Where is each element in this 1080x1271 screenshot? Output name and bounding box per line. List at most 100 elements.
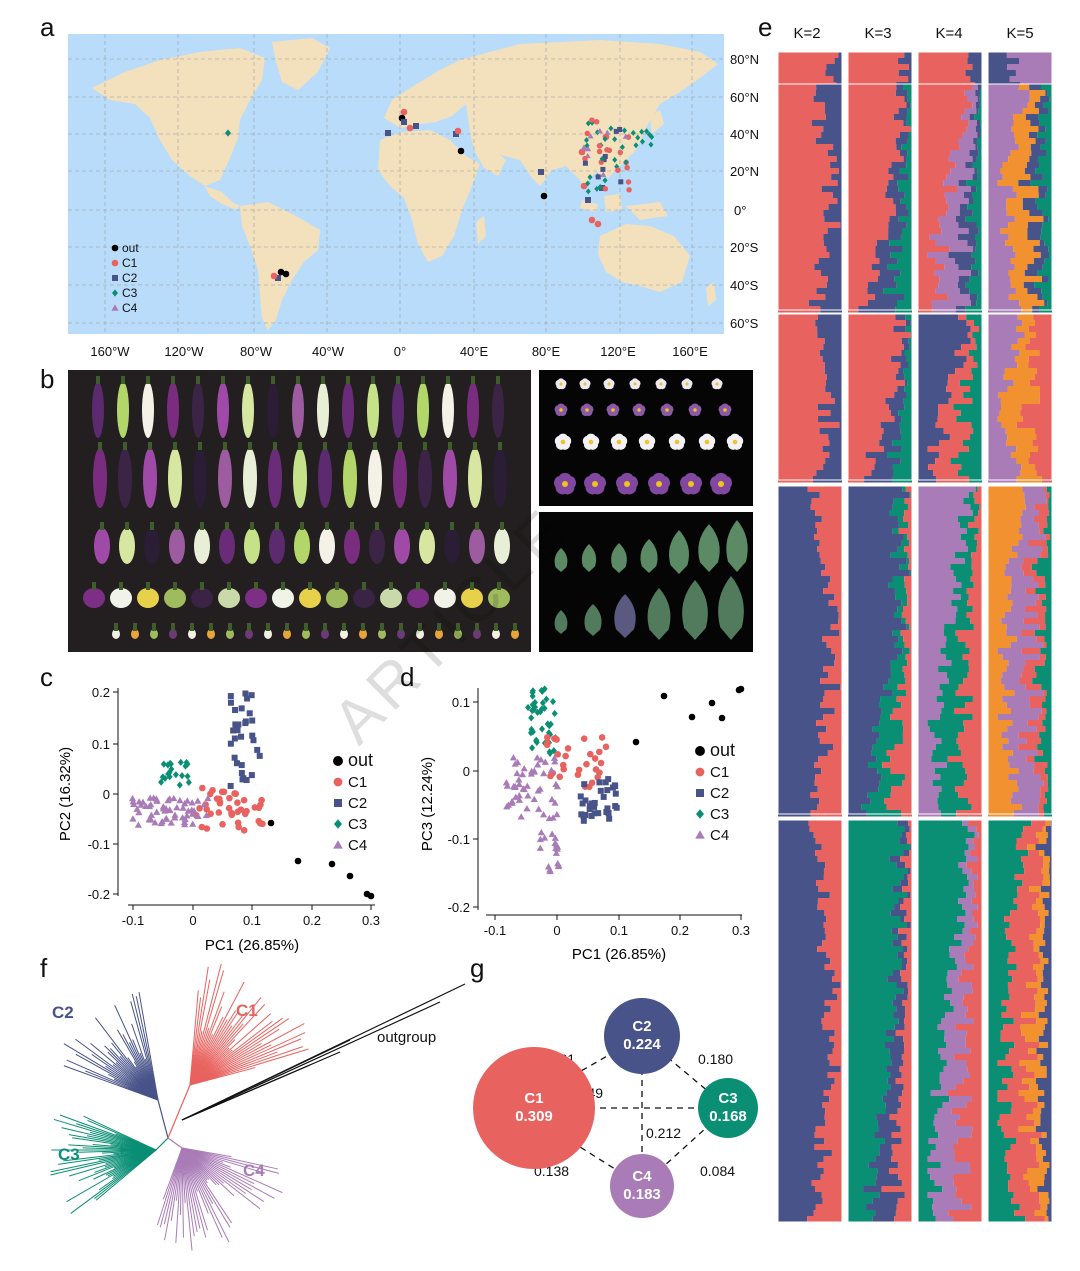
tree-branch — [181, 1147, 265, 1174]
eggplant-leaf-photo — [539, 512, 753, 652]
structure-segment — [826, 916, 842, 923]
structure-segment — [910, 844, 911, 851]
structure-segment — [988, 774, 1009, 781]
structure-segment — [839, 422, 842, 429]
structure-segment — [988, 1042, 1015, 1049]
structure-segment — [918, 780, 933, 787]
structure-segment — [1035, 600, 1042, 607]
structure-segment — [976, 826, 982, 833]
structure-segment — [973, 356, 982, 363]
structure-segment — [935, 240, 968, 247]
structure-segment — [970, 300, 977, 307]
structure-segment — [964, 726, 982, 733]
structure-segment — [848, 534, 904, 541]
structure-segment — [901, 338, 909, 345]
structure-segment — [918, 576, 956, 583]
structure-segment — [988, 356, 1015, 363]
structure-segment — [897, 1198, 912, 1205]
pca-point-c4 — [135, 808, 143, 816]
structure-segment — [988, 1132, 1004, 1139]
structure-segment — [1039, 798, 1047, 805]
structure-segment — [1025, 1036, 1039, 1043]
structure-segment — [988, 988, 1009, 995]
structure-segment — [887, 1078, 896, 1085]
structure-segment — [778, 314, 818, 321]
structure-segment — [1004, 928, 1037, 935]
structure-segment — [1042, 702, 1052, 709]
pca-point-out — [660, 692, 668, 700]
structure-segment — [829, 892, 842, 899]
structure-segment — [778, 892, 830, 899]
flower — [555, 378, 567, 390]
map-point-c3 — [635, 134, 641, 141]
structure-segment — [1032, 1108, 1042, 1115]
structure-segment — [819, 540, 842, 547]
structure-segment — [988, 476, 1017, 483]
structure-segment — [988, 856, 1022, 863]
structure-segment — [848, 1198, 873, 1205]
structure-segment — [942, 690, 956, 697]
structure-segment — [1042, 898, 1052, 905]
structure-segment — [821, 570, 842, 577]
legend-label: out — [122, 241, 139, 255]
structure-segment — [893, 326, 906, 333]
structure-segment — [918, 114, 962, 121]
structure-segment — [918, 1180, 935, 1187]
structure-segment — [778, 552, 820, 559]
pca-point-c2 — [235, 721, 242, 728]
structure-segment — [918, 356, 967, 363]
structure-segment — [934, 1126, 973, 1133]
structure-segment — [877, 768, 891, 775]
structure-segment — [778, 976, 833, 983]
structure-segment — [1037, 612, 1046, 619]
structure-segment — [822, 356, 842, 363]
structure-segment — [1012, 186, 1039, 193]
structure-segment — [1003, 1132, 1042, 1139]
structure-segment — [889, 510, 905, 517]
structure-segment — [988, 892, 1018, 899]
pca-point-c1 — [583, 760, 590, 768]
structure-segment — [829, 1096, 842, 1103]
structure-segment — [1019, 1204, 1041, 1211]
structure-segment — [1031, 150, 1046, 157]
structure-segment — [822, 1024, 842, 1031]
structure-segment — [941, 786, 956, 793]
structure-segment — [918, 84, 973, 91]
x-axis-label: PC1 (26.85%) — [572, 946, 666, 963]
y-axis-label: PC2 (16.32%) — [57, 747, 74, 841]
map-point-c4 — [600, 171, 607, 177]
pca-point-c2 — [231, 735, 238, 742]
structure-segment — [823, 234, 842, 241]
pca-point-c4 — [553, 782, 562, 790]
pca-point-c4 — [549, 814, 557, 821]
structure-segment — [825, 114, 842, 121]
structure-segment — [972, 332, 982, 339]
structure-frame — [847, 83, 913, 311]
legend-label: C4 — [348, 837, 367, 854]
structure-segment — [897, 952, 904, 959]
structure-segment — [957, 516, 975, 523]
small-fruit — [283, 629, 291, 639]
structure-segment — [918, 654, 946, 661]
fst-diversity-network: 0.161 0.180 0.149 0.212 0.138 0.084 C2 0… — [473, 998, 758, 1218]
structure-segment — [1019, 300, 1045, 307]
structure-segment — [918, 988, 952, 995]
structure-segment — [940, 1084, 956, 1091]
structure-segment — [1021, 1030, 1044, 1037]
structure-segment — [988, 52, 1007, 59]
structure-segment — [918, 138, 959, 145]
panel-letter-a: a — [40, 12, 55, 42]
structure-segment — [947, 982, 972, 989]
structure-segment — [988, 120, 1014, 127]
structure-segment — [1018, 786, 1041, 793]
structure-segment — [988, 696, 1003, 703]
structure-segment — [848, 70, 899, 77]
structure-segment — [971, 1204, 982, 1211]
structure-segment — [1039, 850, 1045, 857]
structure-segment — [938, 804, 972, 811]
structure-segment — [826, 64, 842, 71]
structure-segment — [1007, 958, 1041, 965]
structure-segment — [778, 636, 823, 643]
round-fruit — [137, 588, 159, 608]
structure-segment — [988, 922, 1010, 929]
